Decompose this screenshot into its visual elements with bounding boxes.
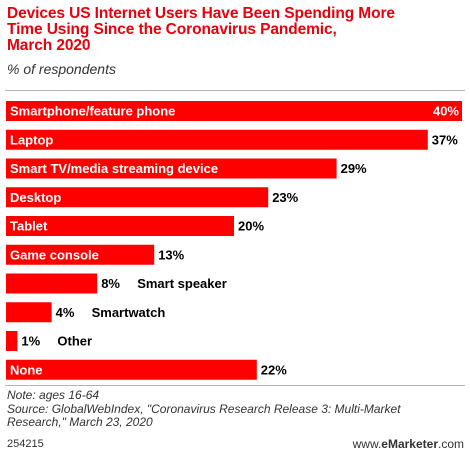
bar-laptop <box>6 129 428 150</box>
bar-smart-speaker <box>6 273 98 294</box>
category-label: Tablet <box>10 219 48 234</box>
bar-other <box>6 331 18 351</box>
value-label: 13% <box>158 247 184 262</box>
value-label: 29% <box>341 161 367 176</box>
bar-none <box>6 359 257 380</box>
top-divider <box>5 90 465 91</box>
value-label: 8% <box>101 276 120 291</box>
value-label: 22% <box>261 362 287 377</box>
category-label: Desktop <box>10 190 61 205</box>
brand-prefix: www. <box>352 437 382 451</box>
value-label: 20% <box>238 219 264 234</box>
bar-tablet <box>6 216 234 236</box>
value-label: 40% <box>433 104 459 119</box>
note-line: Note: ages 16-64 <box>7 388 100 402</box>
category-label: Laptop <box>10 132 53 147</box>
chart-title-line-2: Time Using Since the Coronavirus Pandemi… <box>7 21 337 38</box>
category-label: None <box>10 362 43 377</box>
chart-id: 254215 <box>7 438 44 450</box>
bar-smart-tv-media-streaming-device <box>6 158 337 179</box>
chart-notes: Note: ages 16-64 Source: GlobalWebIndex,… <box>7 388 465 430</box>
category-label: Smartphone/feature phone <box>10 104 175 119</box>
bottom-divider <box>5 385 465 386</box>
chart-subtitle: % of respondents <box>7 61 116 77</box>
chart-title-line-3: March 2020 <box>7 37 91 54</box>
category-label: Other <box>57 334 92 349</box>
chart-title: Devices US Internet Users Have Been Spen… <box>7 6 465 54</box>
bar-game-console <box>6 244 155 265</box>
bar-smartphone-feature-phone <box>6 101 462 121</box>
chart-title-line-1: Devices US Internet Users Have Been Spen… <box>7 5 395 22</box>
source-line-1: Source: GlobalWebIndex, "Coronavirus Res… <box>7 401 401 416</box>
brand-name: eMarketer <box>381 437 438 451</box>
brand-link[interactable]: www.eMarketer.com <box>353 437 464 451</box>
value-label: 1% <box>21 334 40 349</box>
category-label: Game console <box>10 247 99 262</box>
category-label: Smart speaker <box>137 276 227 291</box>
source-line-2: Research," March 23, 2020 <box>7 415 153 429</box>
category-label: Smart TV/media streaming device <box>10 161 218 176</box>
value-label: 4% <box>56 305 75 320</box>
value-label: 23% <box>272 190 298 205</box>
category-label: Smartwatch <box>92 305 166 320</box>
bar-smartwatch <box>6 302 52 323</box>
value-label: 37% <box>432 132 458 147</box>
brand-suffix: .com <box>437 437 464 451</box>
bar-desktop <box>6 187 269 208</box>
